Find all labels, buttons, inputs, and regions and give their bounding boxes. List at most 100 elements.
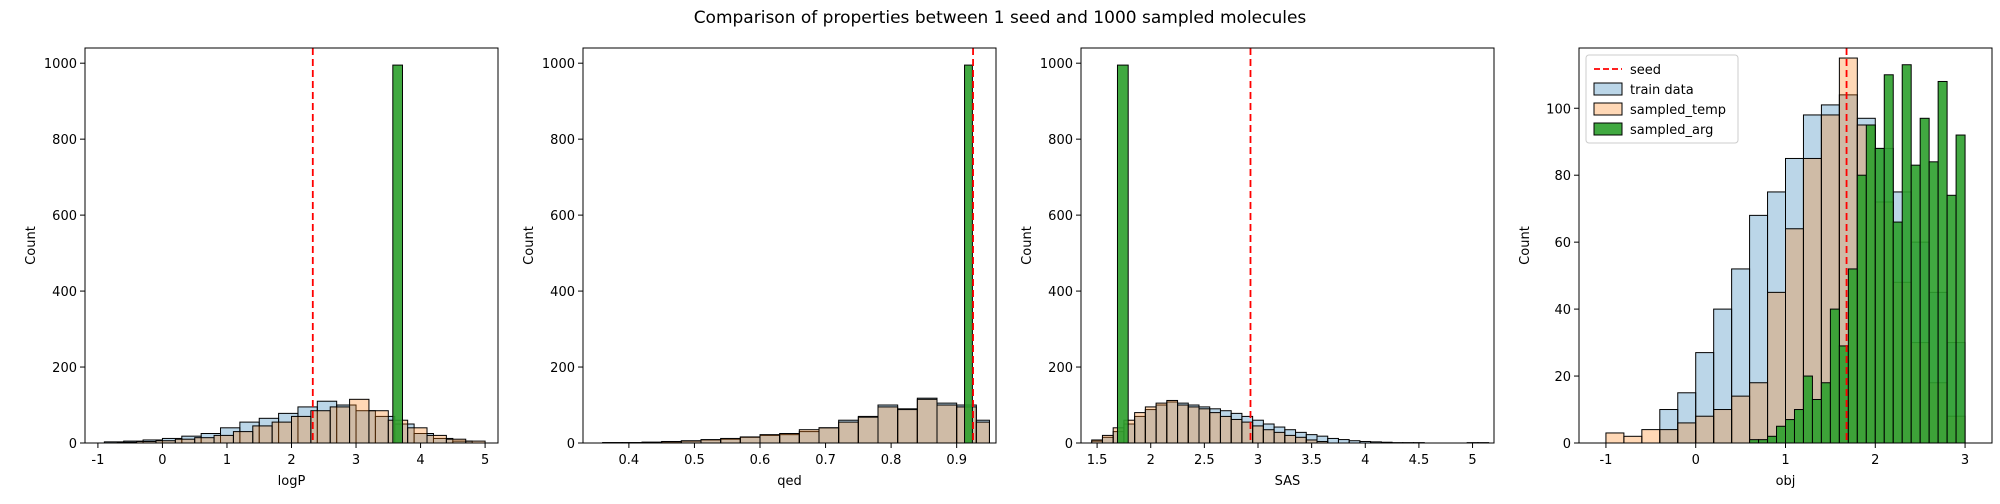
axes-frame (85, 48, 498, 443)
bar-arg (1750, 440, 1759, 443)
bar-temp (446, 439, 465, 443)
bar-temp (1210, 413, 1221, 443)
axes-frame (1081, 48, 1494, 443)
x-tick-label: 0.4 (619, 453, 640, 468)
y-tick-label: 600 (1048, 209, 1073, 224)
bar-temp (760, 435, 780, 443)
y-tick-label: 400 (1048, 285, 1073, 300)
x-tick-label: 4 (416, 453, 424, 468)
legend-label: sampled_temp (1630, 103, 1726, 118)
y-tick-label: 1000 (44, 57, 77, 72)
bar-temp (1231, 419, 1242, 443)
y-axis-label: Count (1518, 226, 1533, 265)
bar-temp (292, 416, 311, 443)
bar-temp (1624, 436, 1642, 443)
bar-temp (253, 426, 272, 443)
x-tick-label: 0.8 (881, 453, 902, 468)
y-axis-label: Count (522, 226, 537, 265)
bar-temp (1696, 416, 1714, 443)
bar-temp (1296, 437, 1307, 443)
x-axis-label: SAS (1275, 474, 1301, 489)
x-tick-label: 1 (1781, 453, 1789, 468)
y-tick-label: 200 (550, 361, 575, 376)
y-tick-label: 1000 (1040, 57, 1073, 72)
x-axis-label: obj (1776, 474, 1796, 489)
x-tick-label: -1 (1599, 453, 1612, 468)
bar-temp (1768, 292, 1786, 443)
bar-temp (1678, 423, 1696, 443)
legend-swatch-temp (1594, 103, 1622, 115)
y-tick-label: 600 (550, 209, 575, 224)
bar-arg (393, 65, 403, 443)
bar-temp (1220, 416, 1231, 443)
bar-arg (1866, 125, 1875, 443)
bar-arg (1759, 440, 1768, 443)
bar-arg (1884, 75, 1893, 443)
y-tick-label: 0 (69, 437, 77, 452)
bar-temp (1188, 407, 1199, 443)
x-tick-label: 2.5 (1194, 453, 1215, 468)
axes-frame (583, 48, 996, 443)
bar-temp (1274, 432, 1285, 443)
x-tick-label: 3 (352, 453, 360, 468)
x-tick-label: 0 (1692, 453, 1700, 468)
bar-arg (1929, 162, 1938, 443)
bar-temp (819, 428, 839, 443)
y-tick-label: 1000 (542, 57, 575, 72)
bar-temp (780, 434, 800, 443)
bar-arg (1786, 420, 1795, 443)
x-tick-label: 5 (481, 453, 489, 468)
y-tick-label: 800 (550, 133, 575, 148)
y-tick-label: 0 (567, 437, 575, 452)
bar-arg (1920, 118, 1929, 443)
y-tick-label: 800 (1048, 133, 1073, 148)
bar-temp (1714, 410, 1732, 443)
bar-arg (1777, 426, 1786, 443)
bar-temp (1263, 430, 1274, 443)
bar-arg (1956, 135, 1965, 443)
bar-temp (233, 432, 252, 443)
bar-temp (976, 422, 989, 443)
x-tick-label: 4 (1361, 453, 1369, 468)
bar-temp (1178, 405, 1189, 443)
x-axis-label: logP (278, 474, 306, 489)
y-tick-label: 0 (1065, 437, 1073, 452)
x-axis-label: qed (777, 474, 802, 489)
bar-arg (1947, 195, 1956, 443)
legend-label: seed (1630, 63, 1661, 78)
y-axis-label: Count (24, 226, 39, 265)
x-tick-label: 5 (1468, 453, 1476, 468)
bar-arg (1911, 165, 1920, 443)
legend-swatch-arg (1594, 123, 1622, 135)
bar-temp (1606, 433, 1624, 443)
bar-temp (917, 399, 937, 443)
x-tick-label: 1 (223, 453, 231, 468)
y-tick-label: 400 (52, 285, 77, 300)
x-tick-label: 3.5 (1301, 453, 1322, 468)
bar-temp (1253, 426, 1264, 443)
legend-swatch-train (1594, 83, 1622, 95)
legend-label: sampled_arg (1630, 123, 1713, 138)
y-tick-label: 60 (1554, 236, 1571, 251)
y-tick-label: 100 (1546, 102, 1571, 117)
bar-arg (1803, 376, 1812, 443)
figure-title: Comparison of properties between 1 seed … (0, 8, 2000, 28)
bar-temp (1167, 400, 1178, 443)
y-tick-label: 40 (1554, 303, 1571, 318)
bar-temp (1199, 409, 1210, 443)
bar-temp (1285, 435, 1296, 443)
bar-temp (839, 422, 859, 443)
x-tick-label: 3 (1254, 453, 1262, 468)
bar-arg (1875, 148, 1884, 443)
y-tick-label: 0 (1563, 437, 1571, 452)
bar-temp (1660, 430, 1678, 443)
bar-arg (1794, 410, 1803, 443)
x-tick-label: 0.9 (946, 453, 967, 468)
x-tick-label: 2 (1871, 453, 1879, 468)
bar-temp (1642, 430, 1660, 443)
bar-temp (195, 438, 214, 443)
